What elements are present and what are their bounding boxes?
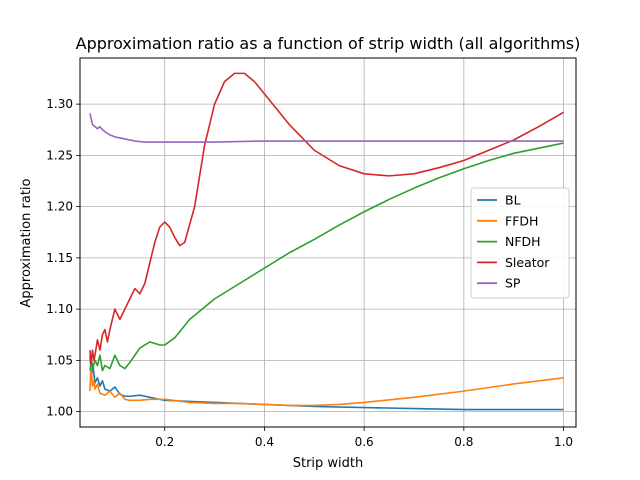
y-tick-label: 1.30 (46, 97, 73, 111)
series-line-ffdh (89, 364, 564, 407)
y-tick-label: 1.20 (46, 200, 73, 214)
legend-label-nfdh: NFDH (505, 234, 541, 249)
legend-box (470, 187, 570, 299)
legend-label-ffdh: FFDH (505, 213, 538, 228)
y-tick-label: 1.25 (46, 148, 73, 162)
legend: BL FFDH NFDH Sleator SP (470, 187, 570, 299)
y-tick-label: 1.10 (46, 302, 73, 316)
y-axis: 1.00 1.05 1.10 1.15 1.20 1.25 1.30 (46, 97, 80, 419)
x-tick-label: 0.4 (255, 435, 274, 449)
x-tick-label: 0.8 (454, 435, 473, 449)
series-line-bl (89, 355, 564, 411)
x-tick-label: 0.2 (155, 435, 174, 449)
series-line-sp (89, 113, 564, 143)
series-line-sleator (89, 72, 564, 367)
legend-label-bl: BL (505, 193, 521, 208)
y-tick-label: 1.15 (46, 251, 73, 265)
x-axis-label: Strip width (293, 456, 364, 471)
legend-label-sleator: Sleator (505, 255, 550, 270)
chart-title: Approximation ratio as a function of str… (76, 34, 581, 53)
y-axis-label: Approximation ratio (19, 178, 34, 307)
plot-area-frame (79, 57, 577, 428)
x-axis: 0.2 0.4 0.6 0.8 1.0 (155, 427, 573, 449)
y-tick-label: 1.05 (46, 353, 73, 367)
legend-label-sp: SP (505, 276, 521, 291)
x-tick-label: 0.6 (355, 435, 374, 449)
series-lines (89, 72, 564, 411)
y-tick-label: 1.00 (46, 405, 73, 419)
x-tick-label: 1.0 (554, 435, 573, 449)
series-line-nfdh (89, 142, 564, 372)
